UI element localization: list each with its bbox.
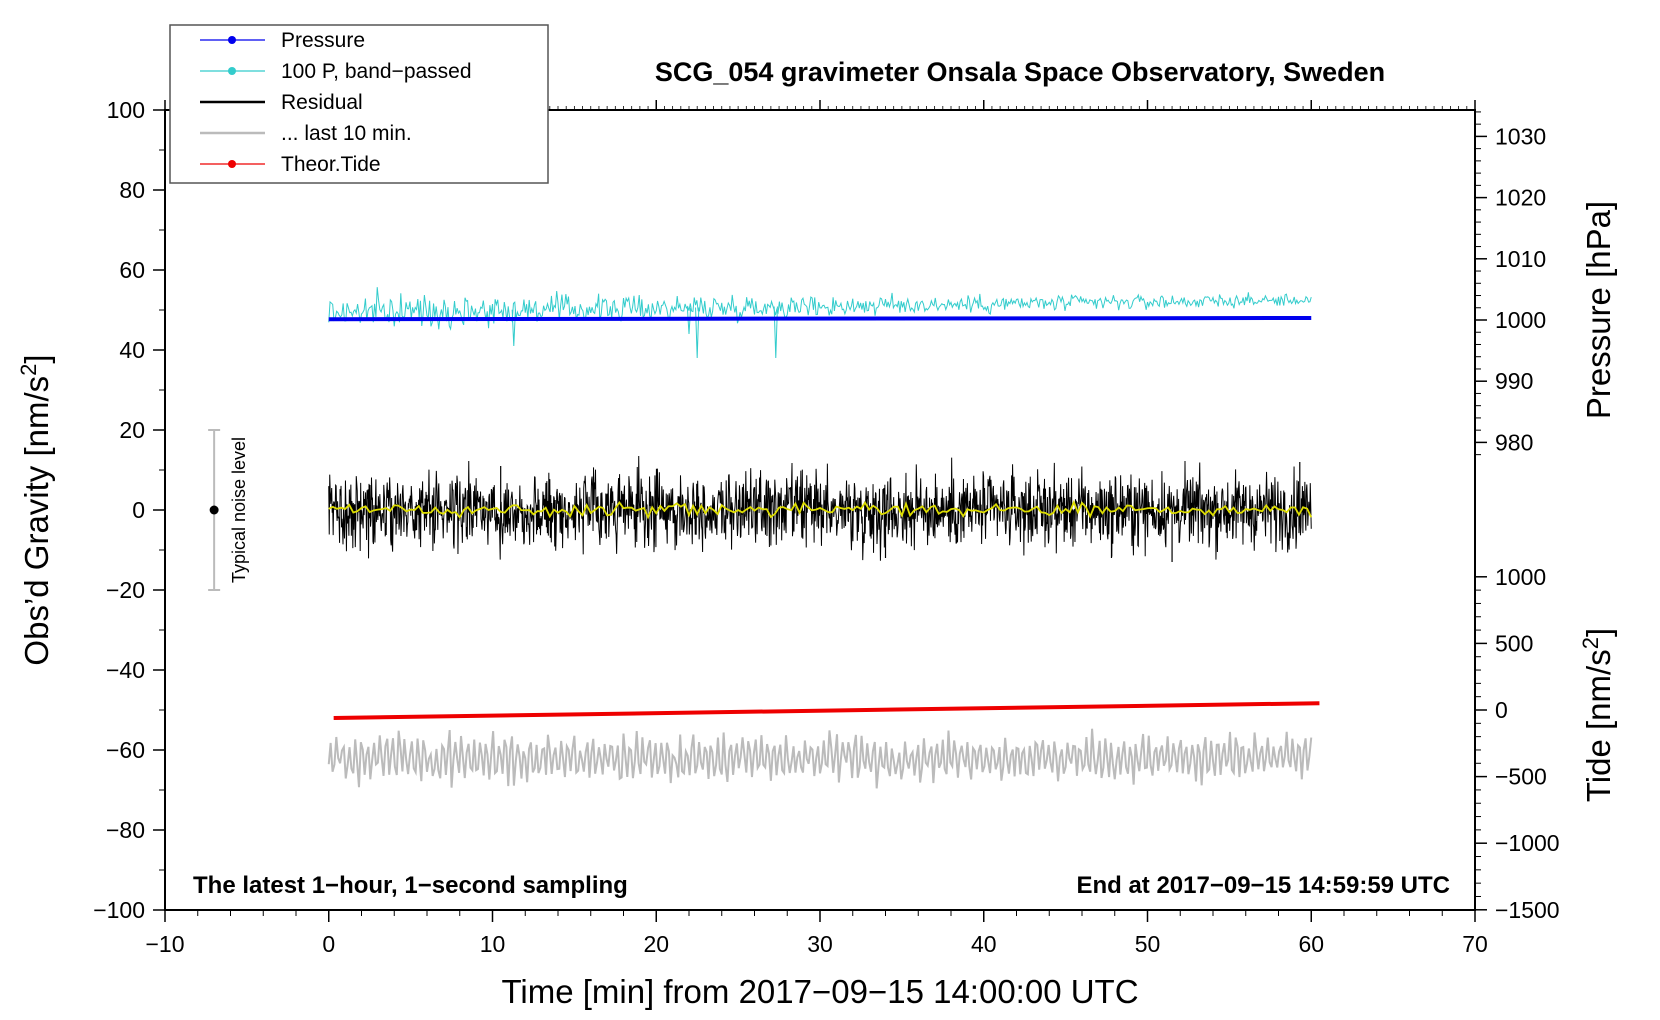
y-tick-label: 100 [107,97,145,123]
series-pressure [328,316,1312,322]
bandpassed-spike [695,307,700,359]
y-axis-label-tide-text: Tide [nm/s [1580,649,1617,802]
x-tick-label: 40 [971,931,997,957]
tide-tick-label: −1000 [1495,830,1560,856]
bandpassed-spike [511,309,516,347]
noise-bar: Typical noise level [208,429,249,591]
legend-entries: Pressure 100 P, band−passed Residual ... la… [200,29,472,176]
y-axis-label-tide: Tide [nm/s2] [1578,628,1617,802]
x-tick-label: 20 [643,931,669,957]
plot-frame [164,109,1476,911]
noise-bar-label: Typical noise level [229,437,249,583]
y-axis-label-left-close: ] [18,354,55,363]
x-axis-label: Time [min] from 2017−09−15 14:00:00 UTC [501,973,1138,1010]
pressure-tick-label: 1030 [1495,123,1546,149]
y-tick-label: −20 [106,577,145,603]
tide-tick-label: 1000 [1495,564,1546,590]
pressure-tick-label: 1020 [1495,185,1546,211]
y-tick-label: 40 [119,337,145,363]
y-tick-label: 80 [119,177,145,203]
series-theoretical-tide [333,701,1320,720]
noise-bar-center-dot [209,505,219,515]
bandpassed-spike [773,306,778,359]
y-tick-label: −60 [106,737,145,763]
legend-marker [228,160,236,168]
legend-label: ... last 10 min. [281,122,412,145]
x-tick-label: −10 [145,931,184,957]
x-tick-label: 10 [480,931,506,957]
x-tick-label: 70 [1462,931,1488,957]
legend: Pressure 100 P, band−passed Residual ... la… [169,24,549,184]
y-axis-label-left-text: Obs’d Gravity [nm/s [18,376,55,666]
y-tick-label: −100 [93,897,145,923]
bandpassed-spike [686,307,692,335]
legend-label: Pressure [281,29,365,52]
series-residual [328,455,1312,561]
series-bandpassed-pressure [328,287,1312,331]
pressure-tick-label: 980 [1495,429,1533,455]
annotation-left: The latest 1−hour, 1−second sampling [193,872,628,899]
y-axis-label-left: Obs’d Gravity [nm/s2] [16,354,55,665]
legend-label: Residual [281,91,363,114]
pressure-tick-label: 1010 [1495,246,1546,272]
tide-tick-label: 500 [1495,630,1533,656]
y-tick-label: 0 [132,497,145,523]
legend-marker [228,67,236,75]
y-axis-label-pressure: Pressure [hPa] [1580,201,1617,419]
tide-tick-label: −500 [1495,764,1547,790]
pressure-tick-label: 1000 [1495,307,1546,333]
legend-label: 100 P, band−passed [281,60,472,83]
x-tick-label: 50 [1135,931,1161,957]
tide-tick-label: 0 [1495,697,1508,723]
x-axis-label-time: 2017−09−15 14:00:00 UTC [739,973,1139,1010]
series-last-10-min [327,728,1313,789]
y-tick-label: −40 [106,657,145,683]
axis-ticks: −10 0 10 20 30 40 50 60 70100806040200−20−40−60−… [93,97,1559,957]
y-tick-label: −80 [106,817,145,843]
y-axis-label-tide-close: ] [1580,628,1617,637]
tide-tick-label: −1500 [1495,897,1560,923]
annotation-right: End at 2017−09−15 14:59:59 UTC [1076,872,1450,899]
y-axis-label-tide-sup: 2 [1578,637,1603,649]
y-tick-label: 20 [119,417,145,443]
chart-title: SCG_054 gravimeter Onsala Space Observat… [655,57,1385,87]
x-tick-label: 60 [1298,931,1324,957]
pressure-tick-label: 990 [1495,368,1533,394]
legend-label: Theor.Tide [281,153,381,176]
plot-marks [327,287,1320,789]
series-residual-smoothed [328,499,1313,520]
x-tick-label: 30 [807,931,833,957]
legend-box [169,24,549,184]
x-tick-label: 0 [322,931,335,957]
y-axis-label-left-sup: 2 [16,364,41,376]
y-tick-label: 60 [119,257,145,283]
legend-marker [228,36,236,44]
x-axis-label-prefix: Time [min] from [501,973,738,1010]
